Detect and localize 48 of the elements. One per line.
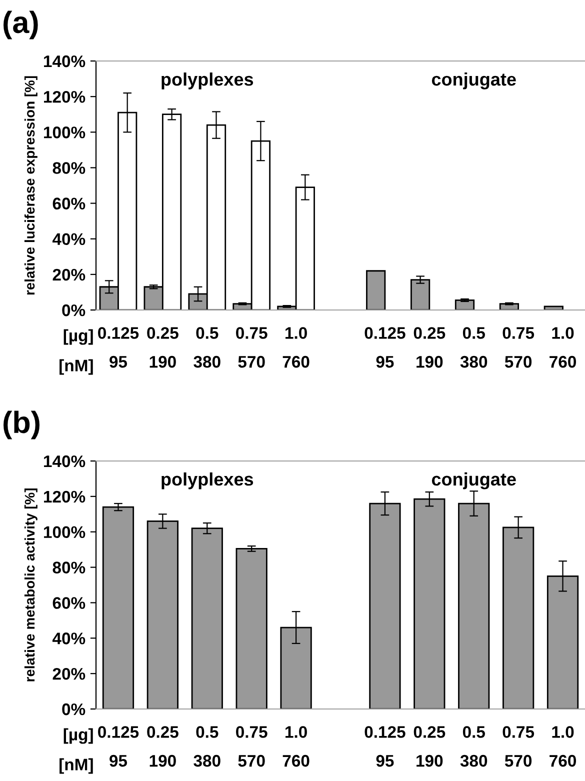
y-axis-title: relative luciferase expression [%] xyxy=(24,76,38,295)
y-tick-label: 20% xyxy=(52,668,86,680)
y-tick-label: 120% xyxy=(44,90,86,103)
x-tick-label: 0.75 570 xyxy=(502,726,534,767)
x-tick-label: 0.25 190 xyxy=(414,327,446,368)
text: [nM] xyxy=(60,758,93,774)
x-tick-label: 0.5 380 xyxy=(194,327,220,368)
y-tick-label: 140% xyxy=(44,55,86,68)
x-tick-label: 0.25 190 xyxy=(414,726,446,767)
y-tick-label: 40% xyxy=(52,233,86,246)
y-tick-label: 80% xyxy=(52,162,86,174)
text: [µg] xyxy=(64,329,93,345)
y-tick-label: 40% xyxy=(52,632,86,644)
x-tick-label: 0.75 570 xyxy=(236,327,268,368)
y-tick-label: 140% xyxy=(44,455,86,468)
y-tick-label: 0% xyxy=(62,304,86,316)
y-tick-label: 20% xyxy=(52,268,86,281)
text: [µg] xyxy=(64,728,93,744)
y-tick-label: 60% xyxy=(52,198,86,210)
annotation: polyplexes xyxy=(162,72,254,90)
chart-title: (b) xyxy=(4,410,40,440)
x-tick-label: 0.125 95 xyxy=(98,327,139,368)
x-tick-label: 0.125 95 xyxy=(364,327,406,368)
y-tick-label: 80% xyxy=(52,562,86,574)
y-tick-label: 100% xyxy=(44,126,86,138)
x-tick-label: 1.0 760 xyxy=(550,726,576,767)
annotation: polyplexes xyxy=(162,472,254,490)
y-tick-label: 0% xyxy=(62,703,86,716)
x-tick-label: 1.0 760 xyxy=(282,327,310,368)
x-tick-label: 0.5 380 xyxy=(460,726,488,767)
y-tick-label: 120% xyxy=(44,490,86,503)
x-tick-label: 0.75 570 xyxy=(236,726,268,767)
x-tick-label: 0.75 570 xyxy=(502,327,534,368)
x-tick-label: 1.0 760 xyxy=(282,726,310,767)
x-tick-label: 0.125 95 xyxy=(364,726,406,767)
chart-title: (a) xyxy=(4,10,38,40)
x-tick-label: 0.125 95 xyxy=(98,726,139,767)
x-tick-label: 0.25 190 xyxy=(147,726,178,767)
annotation: conjugate xyxy=(432,72,516,90)
y-tick-label: 100% xyxy=(44,526,86,538)
annotation: conjugate xyxy=(432,472,516,490)
x-tick-label: 1.0 760 xyxy=(550,327,576,368)
x-tick-label: 0.5 380 xyxy=(460,327,488,368)
x-tick-label: 0.25 190 xyxy=(147,327,178,368)
y-tick-label: 60% xyxy=(52,597,86,609)
text: [nM] xyxy=(60,359,93,375)
x-tick-label: 0.5 380 xyxy=(194,726,220,767)
y-axis-title: relative metabolic activity [%] xyxy=(24,488,38,682)
